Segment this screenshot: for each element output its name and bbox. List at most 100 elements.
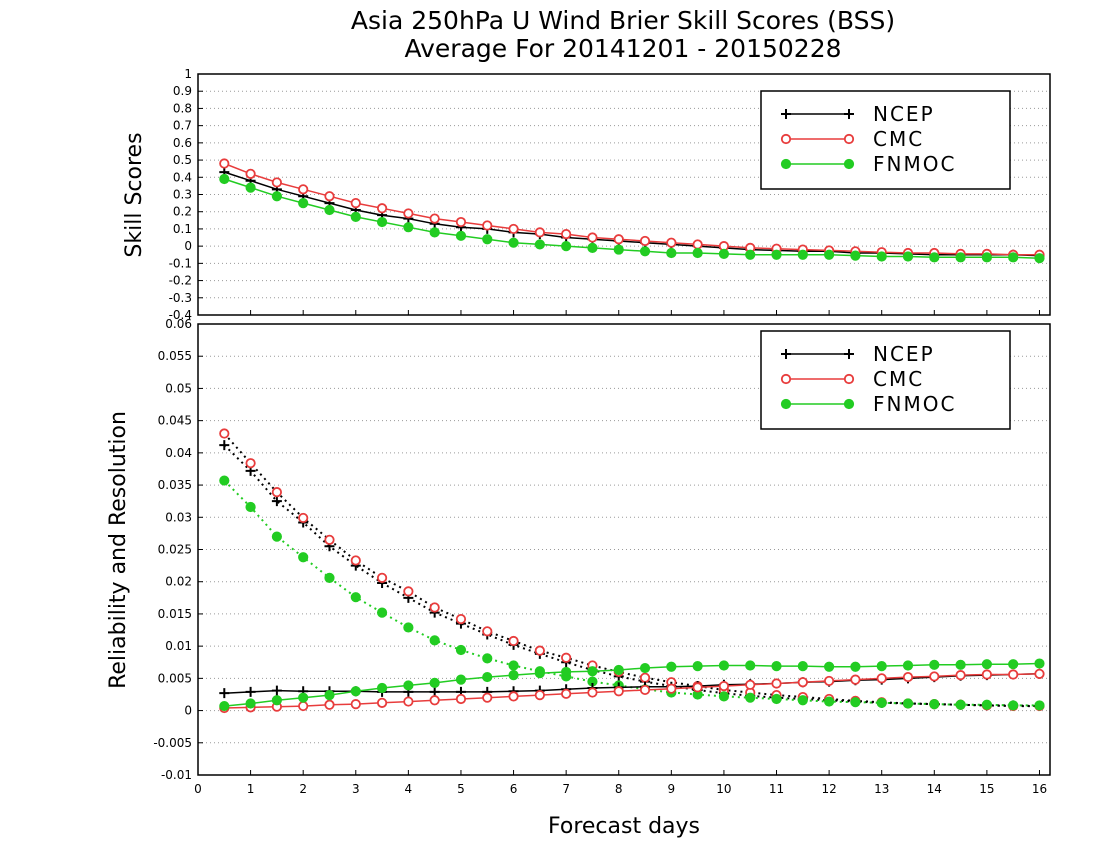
data-point [981, 669, 992, 680]
data-point [350, 555, 361, 566]
data-point [403, 586, 414, 597]
data-point [534, 690, 545, 701]
data-point [298, 512, 309, 524]
data-point [455, 216, 467, 228]
data-point [613, 234, 624, 245]
data-point [429, 213, 440, 224]
data-point [350, 686, 361, 697]
y-tick-label: -0.005 [153, 736, 192, 750]
y-tick-label: 0.015 [158, 607, 192, 621]
data-point [902, 660, 914, 671]
data-point [350, 211, 361, 222]
legend-label: FNMOC [873, 152, 956, 176]
legend-marker [780, 158, 792, 170]
y-tick-label: 0.035 [158, 478, 192, 492]
series-line [224, 662, 1040, 707]
bottom-y-axis-label: Reliability and Resolution [106, 411, 131, 689]
data-point [824, 675, 835, 687]
data-point [219, 158, 230, 169]
data-point [403, 208, 414, 219]
data-point [508, 223, 519, 235]
data-point [902, 671, 914, 683]
x-tick-label: 1 [247, 782, 255, 796]
data-point [508, 237, 519, 248]
data-point [1034, 658, 1045, 669]
x-tick-label: 4 [405, 782, 413, 796]
data-point [534, 668, 545, 679]
data-point [929, 659, 940, 670]
data-point [824, 696, 835, 707]
y-tick-label: 0.06 [165, 317, 192, 331]
data-point [482, 692, 493, 703]
data-point [298, 692, 309, 703]
y-tick-label: 1 [184, 67, 192, 81]
data-point [692, 247, 703, 259]
series-cmc [219, 158, 1045, 260]
data-point [692, 682, 703, 693]
y-tick-label: 0.1 [173, 222, 192, 236]
data-point [876, 697, 887, 708]
data-point [376, 682, 388, 694]
series-cmc-resolution [219, 668, 1045, 714]
y-tick-label: 0.005 [158, 671, 192, 685]
data-point [271, 685, 282, 696]
data-point [324, 191, 335, 202]
data-point [797, 661, 808, 672]
data-point [219, 173, 230, 185]
data-point [1008, 252, 1019, 263]
data-point [587, 687, 598, 698]
y-tick-label: 0.01 [165, 639, 192, 653]
data-point [429, 227, 440, 238]
data-point [350, 699, 361, 710]
data-point [534, 645, 545, 656]
data-point [824, 661, 835, 672]
data-point [1034, 700, 1045, 711]
data-point [745, 249, 756, 260]
x-tick-label: 3 [352, 782, 360, 796]
data-point [219, 475, 230, 486]
data-point [718, 660, 730, 671]
data-point [245, 686, 256, 697]
x-tick-label: 15 [979, 782, 994, 796]
data-point [324, 690, 335, 701]
y-tick-label: -0.4 [169, 308, 192, 322]
data-point [639, 662, 651, 674]
legend-box [760, 330, 1011, 430]
x-tick-label: 12 [821, 782, 836, 796]
x-tick-label: 0 [194, 782, 202, 796]
data-point [718, 248, 730, 259]
data-point [850, 697, 861, 708]
data-point [429, 602, 440, 613]
data-point [718, 691, 730, 702]
data-point [403, 622, 414, 633]
data-point [245, 458, 256, 469]
data-point [797, 249, 808, 260]
data-point [771, 661, 782, 672]
series-fnmoc-resolution [219, 658, 1045, 712]
y-tick-label: -0.3 [169, 291, 192, 305]
legend-marker [844, 109, 854, 119]
data-point [508, 691, 519, 702]
x-tick-label: 16 [1032, 782, 1047, 796]
data-point [298, 198, 309, 209]
data-point [929, 252, 940, 263]
data-point [692, 661, 703, 672]
data-point [587, 232, 598, 243]
data-point [350, 198, 361, 209]
data-point [271, 531, 282, 542]
legend-marker [780, 133, 792, 145]
legend-marker [843, 373, 855, 385]
data-point [955, 252, 966, 263]
data-point [876, 673, 887, 684]
data-point [508, 670, 519, 681]
plot-frame [197, 73, 1051, 316]
data-point [613, 664, 624, 676]
y-tick-label: -0.01 [161, 768, 192, 782]
data-point [639, 235, 651, 247]
x-tick-label: 2 [299, 782, 307, 796]
data-point [482, 220, 493, 231]
data-point [482, 626, 493, 637]
legend-label: NCEP [873, 342, 935, 366]
data-point [350, 592, 361, 603]
chart-subtitle: Average For 20141201 - 20150228 [404, 34, 841, 63]
